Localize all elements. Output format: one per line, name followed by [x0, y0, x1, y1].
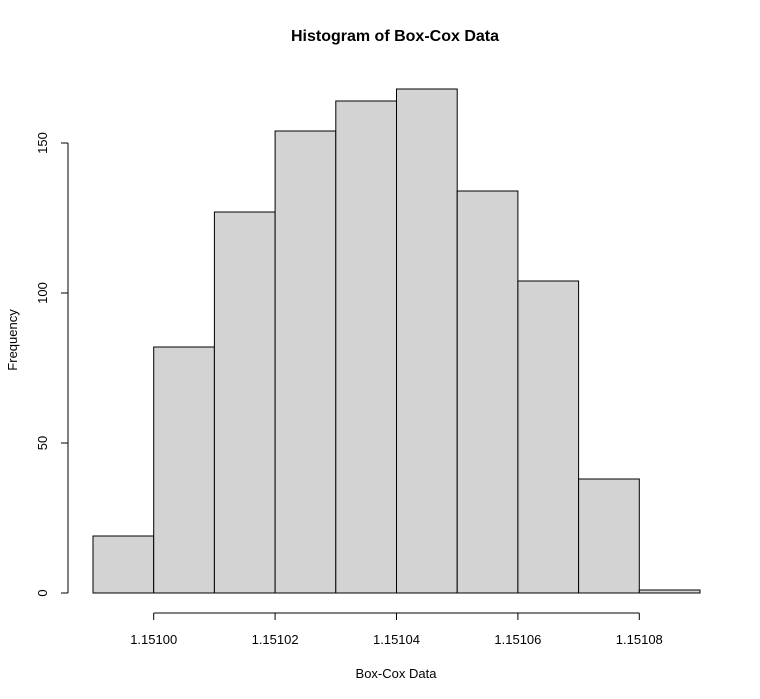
- chart-title: Histogram of Box-Cox Data: [291, 28, 499, 45]
- histogram-bar: [274, 130, 337, 594]
- y-axis-label: Frequency: [5, 309, 20, 371]
- histogram-bar: [456, 190, 519, 594]
- x-axis: 1.15100 1.15102 1.15104 1.15106 1.15108: [130, 612, 663, 647]
- histogram-bar: [396, 88, 458, 594]
- histogram-bar: [92, 535, 155, 594]
- histogram-bar: [517, 280, 580, 594]
- bars-group: [92, 88, 701, 594]
- y-axis: 0 50 100 150: [35, 132, 69, 597]
- x-tick-label: 1.15104: [373, 632, 420, 647]
- histogram-bar: [153, 346, 215, 594]
- x-tick-label: 1.15102: [252, 632, 299, 647]
- y-tick-label: 50: [35, 436, 50, 450]
- x-tick-label: 1.15100: [130, 632, 177, 647]
- histogram-bar: [578, 478, 640, 594]
- x-axis-label: Box-Cox Data: [356, 666, 438, 681]
- y-tick-label: 0: [35, 589, 50, 596]
- y-tick-label: 100: [35, 282, 50, 304]
- histogram-bar: [213, 211, 276, 594]
- y-tick-label: 150: [35, 132, 50, 154]
- x-tick-label: 1.15106: [494, 632, 541, 647]
- histogram-bar: [638, 589, 701, 594]
- x-tick-label: 1.15108: [616, 632, 663, 647]
- histogram-bar: [335, 100, 397, 594]
